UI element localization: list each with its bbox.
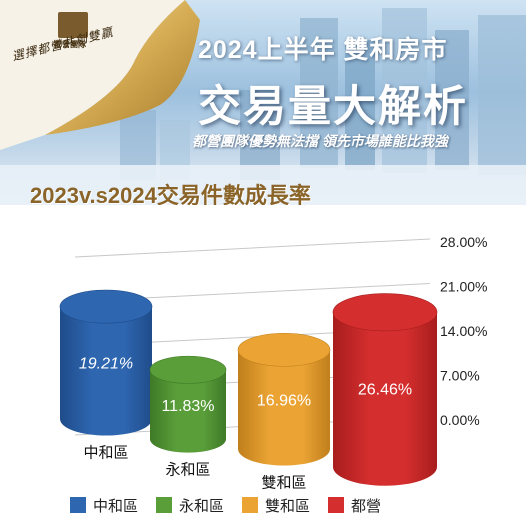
category-label: 永和區	[165, 462, 210, 479]
y-tick-label: 0.00%	[440, 412, 480, 428]
data-label: 16.96%	[257, 392, 311, 409]
bar-3	[332, 293, 438, 486]
company-logo-icon	[58, 12, 88, 38]
logo-name: 都營團隊	[54, 40, 86, 49]
chart-title: 2023v.s2024交易件數成長率	[30, 183, 311, 205]
page-curl-decoration	[0, 0, 200, 150]
legend-swatch	[156, 497, 173, 513]
legend-item-zhonghe: 中和區	[70, 495, 138, 516]
data-label: 26.46%	[358, 382, 412, 399]
y-tick-label: 14.00%	[440, 323, 487, 339]
chart-legend: 中和區 永和區 雙和區 都營	[70, 493, 470, 517]
headline-line1: 2024上半年 雙和房市	[198, 36, 448, 64]
headline-line2: 交易量大解析	[198, 83, 468, 131]
legend-swatch	[328, 497, 345, 513]
y-tick-label: 21.00%	[440, 279, 487, 295]
data-label: 11.83%	[161, 398, 214, 415]
header-banner: 都營團隊 選擇都營共創雙贏 2024上半年 雙和房市 交易量大解析 都營團隊優勢…	[0, 0, 526, 205]
legend-swatch	[70, 497, 86, 513]
data-label: 19.21%	[79, 356, 133, 373]
legend-item-duying: 都營	[328, 495, 381, 516]
bar-0	[59, 289, 153, 436]
bar-2	[237, 332, 331, 466]
y-tick-label: 28.00%	[440, 234, 487, 250]
gridline	[74, 238, 431, 258]
category-label: 雙和區	[261, 475, 306, 492]
city-skyline-image	[0, 8, 526, 205]
legend-label: 永和區	[179, 497, 225, 515]
headline-subtitle: 都營團隊優勢無法擋 領先市場誰能比我強	[192, 133, 448, 149]
legend-label: 都營	[351, 497, 382, 515]
legend-item-yonghe: 永和區	[156, 495, 224, 516]
category-label: 中和區	[83, 445, 128, 462]
y-tick-label: 7.00%	[440, 368, 480, 384]
growth-rate-chart: 28.00% 21.00% 14.00% 7.00% 0.00% 19.21% 中和區 11.…	[59, 234, 487, 492]
legend-label: 雙和區	[265, 497, 311, 515]
bar-1	[149, 355, 227, 453]
legend-item-shuanghe: 雙和區	[242, 495, 310, 516]
legend-swatch	[242, 497, 259, 513]
legend-label: 中和區	[93, 497, 139, 515]
